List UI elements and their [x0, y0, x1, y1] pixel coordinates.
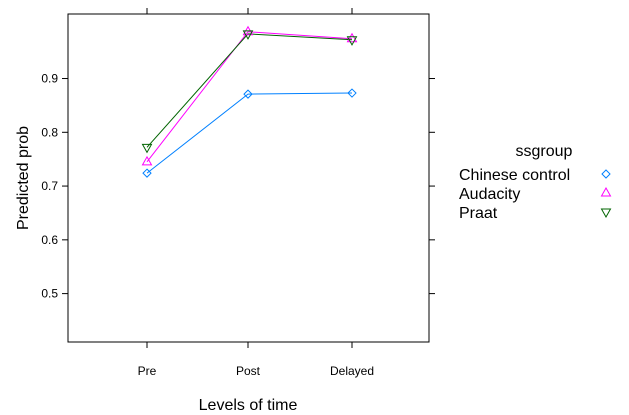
data-point [141, 143, 153, 154]
x-tick-label: Delayed [330, 364, 374, 378]
y-axis-title: Predicted prob [15, 126, 32, 230]
legend-marker [600, 186, 612, 197]
data-point [242, 30, 254, 40]
series-lines [146, 31, 353, 174]
ticks: Pre Post Delayed 0.5 0.6 0.7 0.8 0.9 [41, 8, 435, 378]
x-tick-label: Post [236, 364, 261, 378]
x-axis-title: Levels of time [199, 397, 298, 414]
series-line [146, 33, 353, 148]
x-tick-label: Pre [138, 364, 157, 378]
legend-title: ssgroup [516, 143, 573, 160]
data-point [141, 155, 153, 166]
y-tick-label: 0.7 [41, 179, 58, 193]
legend-label: Audacity [459, 186, 520, 203]
y-tick-label: 0.8 [41, 125, 58, 139]
series-line [146, 31, 353, 163]
data-point [347, 88, 357, 98]
data-point [346, 36, 358, 46]
series-line [146, 92, 353, 174]
y-tick-label: 0.6 [41, 233, 58, 247]
legend-label: Praat [459, 205, 498, 222]
y-tick-label: 0.5 [41, 287, 58, 301]
legend-marker [600, 208, 612, 219]
y-tick-label: 0.9 [41, 72, 58, 86]
legend-label: Chinese control [459, 167, 570, 184]
data-point [142, 168, 152, 178]
legend-marker [601, 169, 611, 179]
legend: ssgroup Chinese control Audacity Praat [459, 143, 612, 222]
data-point [243, 89, 253, 99]
plot-frame [67, 13, 430, 343]
series-markers [141, 25, 358, 178]
data-point [346, 32, 358, 43]
